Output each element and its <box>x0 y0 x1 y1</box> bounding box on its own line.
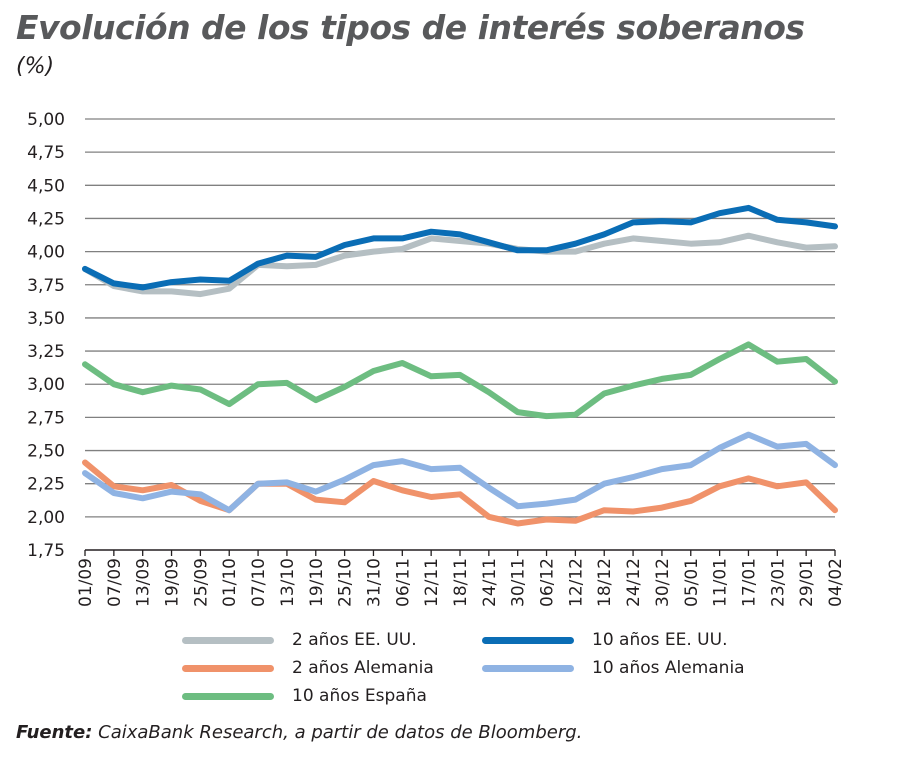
legend-item: 10 años EE. UU. <box>482 630 727 650</box>
y-tick-label: 2,25 <box>27 475 65 495</box>
series-line <box>82 459 838 527</box>
x-tick-label: 25/09 <box>191 558 211 607</box>
x-tick-label: 06/11 <box>393 558 413 607</box>
legend-item: 10 años Alemania <box>482 658 745 678</box>
x-tick-label: 25/10 <box>336 558 356 607</box>
x-tick-label: 13/10 <box>278 558 298 607</box>
y-tick-label: 4,50 <box>27 176 65 196</box>
y-tick-label: 3,25 <box>27 342 65 362</box>
legend-label: 10 años Alemania <box>592 658 745 678</box>
x-tick-label: 07/09 <box>105 558 125 607</box>
x-tick-label: 19/09 <box>163 558 183 607</box>
legend-swatch <box>182 636 274 644</box>
y-tick-label: 2,00 <box>27 508 65 528</box>
legend-item: 2 años Alemania <box>182 658 434 678</box>
x-tick-label: 24/12 <box>624 558 644 607</box>
x-tick-label: 01/10 <box>220 558 240 607</box>
legend-swatch <box>482 664 574 672</box>
x-tick-label: 05/01 <box>682 558 702 607</box>
x-tick-label: 18/11 <box>451 558 471 607</box>
x-tick-label: 19/10 <box>307 558 327 607</box>
x-tick-label: 29/01 <box>797 558 817 607</box>
x-tick-label: 31/10 <box>364 558 384 607</box>
x-tick-label: 06/12 <box>538 558 558 607</box>
x-tick-label: 01/09 <box>76 558 96 607</box>
source-label: Fuente: <box>16 722 93 743</box>
y-tick-label: 4,00 <box>27 243 65 263</box>
legend-swatch <box>482 636 574 644</box>
chart-title: Evolución de los tipos de interés sobera… <box>16 8 805 47</box>
legend-label: 10 años EE. UU. <box>592 630 728 650</box>
x-tick-label: 12/11 <box>422 558 442 607</box>
y-tick-label: 3,50 <box>27 309 65 329</box>
y-tick-label: 1,75 <box>27 541 65 561</box>
chart-subtitle: (%) <box>16 54 55 79</box>
x-tick-label: 12/12 <box>566 558 586 607</box>
x-tick-label: 30/12 <box>653 558 673 607</box>
legend-label: 10 años España <box>292 686 427 706</box>
y-tick-label: 2,75 <box>27 408 65 428</box>
y-tick-label: 4,25 <box>27 209 65 229</box>
x-tick-label: 07/10 <box>249 558 269 607</box>
legend-item: 10 años España <box>182 686 427 706</box>
series-line <box>82 431 838 514</box>
x-tick-label: 24/11 <box>480 558 500 607</box>
x-tick-label: 17/01 <box>739 558 759 607</box>
y-tick-label: 3,00 <box>27 375 65 395</box>
x-tick-label: 13/09 <box>134 558 154 607</box>
legend-item: 2 años EE. UU. <box>182 630 417 650</box>
y-tick-label: 5,00 <box>27 110 65 130</box>
y-tick-label: 3,75 <box>27 276 65 296</box>
source-text: CaixaBank Research, a partir de datos de… <box>92 722 583 743</box>
legend-label: 2 años Alemania <box>292 658 434 678</box>
legend-swatch <box>182 692 274 700</box>
x-tick-label: 30/11 <box>509 558 529 607</box>
legend-swatch <box>182 664 274 672</box>
series-line <box>82 204 838 291</box>
source-note: Fuente: CaixaBank Research, a partir de … <box>16 722 582 743</box>
y-tick-label: 2,50 <box>27 442 65 462</box>
x-tick-label: 04/02 <box>826 558 846 607</box>
x-tick-label: 11/01 <box>711 558 731 607</box>
series-line <box>82 232 838 298</box>
series-line <box>82 341 838 420</box>
x-tick-label: 23/01 <box>768 558 788 607</box>
y-tick-label: 4,75 <box>27 143 65 163</box>
x-tick-label: 18/12 <box>595 558 615 607</box>
legend-label: 2 años EE. UU. <box>292 630 417 650</box>
